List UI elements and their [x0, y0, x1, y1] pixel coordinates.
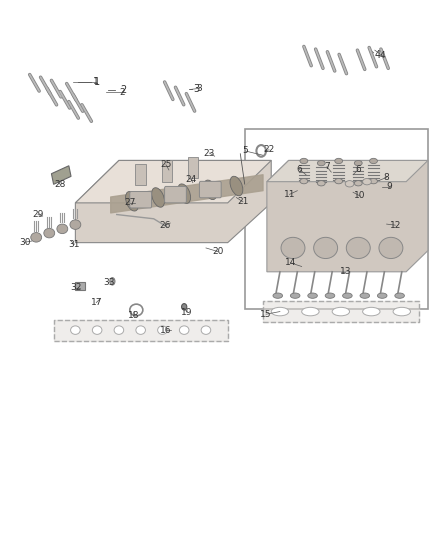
- Ellipse shape: [114, 326, 124, 334]
- Ellipse shape: [335, 179, 343, 184]
- FancyBboxPatch shape: [130, 191, 152, 208]
- Ellipse shape: [346, 237, 370, 259]
- Bar: [187, 157, 198, 179]
- Polygon shape: [51, 166, 71, 184]
- Ellipse shape: [354, 181, 362, 186]
- Ellipse shape: [363, 179, 371, 185]
- Ellipse shape: [370, 179, 378, 184]
- Ellipse shape: [71, 326, 80, 334]
- Text: 29: 29: [32, 210, 44, 219]
- Text: 23: 23: [204, 149, 215, 158]
- Polygon shape: [267, 160, 428, 272]
- Text: 4: 4: [379, 51, 385, 60]
- Text: 27: 27: [124, 198, 135, 207]
- Ellipse shape: [363, 308, 380, 316]
- Ellipse shape: [70, 220, 81, 229]
- Polygon shape: [267, 160, 428, 182]
- Ellipse shape: [370, 158, 378, 164]
- Ellipse shape: [182, 304, 187, 310]
- Text: 10: 10: [354, 191, 366, 200]
- FancyBboxPatch shape: [165, 187, 186, 203]
- Ellipse shape: [395, 293, 404, 298]
- Text: 30: 30: [20, 238, 31, 247]
- Bar: [245, 128, 428, 309]
- Ellipse shape: [204, 180, 217, 199]
- Ellipse shape: [178, 184, 191, 204]
- Text: 16: 16: [160, 326, 172, 335]
- Text: 1: 1: [93, 77, 99, 86]
- Ellipse shape: [308, 293, 318, 298]
- Text: 21: 21: [237, 197, 249, 206]
- Ellipse shape: [201, 326, 211, 334]
- Ellipse shape: [325, 293, 335, 298]
- Text: 19: 19: [181, 308, 193, 317]
- Text: 8: 8: [384, 173, 389, 182]
- Text: 6: 6: [297, 165, 302, 174]
- Ellipse shape: [314, 237, 338, 259]
- Text: 11: 11: [284, 190, 295, 199]
- Polygon shape: [75, 160, 271, 243]
- Text: 3: 3: [193, 84, 199, 94]
- Text: 22: 22: [263, 146, 275, 155]
- Text: 12: 12: [389, 221, 401, 230]
- Text: 1: 1: [94, 77, 100, 87]
- Text: 32: 32: [71, 283, 82, 292]
- FancyBboxPatch shape: [199, 181, 221, 198]
- Text: 2: 2: [120, 87, 125, 96]
- Text: 2: 2: [120, 85, 127, 95]
- Ellipse shape: [354, 160, 362, 166]
- Text: 5: 5: [242, 147, 248, 156]
- Ellipse shape: [300, 158, 308, 164]
- Text: 33: 33: [103, 278, 115, 287]
- Text: 6: 6: [355, 165, 361, 174]
- Text: 20: 20: [212, 247, 224, 256]
- Ellipse shape: [281, 237, 305, 259]
- Ellipse shape: [345, 181, 354, 187]
- Text: 13: 13: [339, 268, 351, 276]
- Ellipse shape: [300, 179, 308, 184]
- Text: 31: 31: [69, 240, 80, 249]
- Ellipse shape: [31, 232, 42, 242]
- Text: 17: 17: [91, 298, 102, 307]
- Text: 18: 18: [128, 311, 139, 320]
- Text: 26: 26: [159, 221, 170, 230]
- Ellipse shape: [378, 293, 387, 298]
- Text: 28: 28: [54, 180, 66, 189]
- Ellipse shape: [230, 176, 243, 196]
- Ellipse shape: [335, 158, 343, 164]
- Ellipse shape: [290, 293, 300, 298]
- Ellipse shape: [57, 224, 68, 233]
- Ellipse shape: [302, 308, 319, 316]
- Ellipse shape: [110, 278, 115, 285]
- Polygon shape: [75, 160, 271, 203]
- Ellipse shape: [180, 326, 189, 334]
- Ellipse shape: [343, 293, 352, 298]
- Text: 25: 25: [160, 160, 172, 169]
- Ellipse shape: [271, 308, 289, 316]
- Text: 3: 3: [197, 84, 202, 93]
- Ellipse shape: [92, 326, 102, 334]
- Text: 24: 24: [185, 174, 196, 183]
- Ellipse shape: [393, 308, 410, 316]
- Text: 7: 7: [324, 163, 330, 171]
- Ellipse shape: [44, 228, 55, 238]
- Ellipse shape: [126, 191, 138, 211]
- Ellipse shape: [273, 293, 283, 298]
- Ellipse shape: [332, 308, 350, 316]
- Ellipse shape: [136, 326, 145, 334]
- Ellipse shape: [158, 326, 167, 334]
- Ellipse shape: [152, 188, 165, 207]
- Text: 15: 15: [260, 310, 272, 319]
- Bar: [162, 160, 172, 182]
- Ellipse shape: [360, 293, 370, 298]
- Ellipse shape: [318, 181, 325, 186]
- Bar: [75, 282, 85, 290]
- Ellipse shape: [379, 237, 403, 259]
- Text: 9: 9: [387, 182, 392, 191]
- Ellipse shape: [318, 160, 325, 166]
- Bar: [135, 164, 146, 185]
- Text: 14: 14: [285, 259, 296, 267]
- Text: 4: 4: [375, 51, 381, 60]
